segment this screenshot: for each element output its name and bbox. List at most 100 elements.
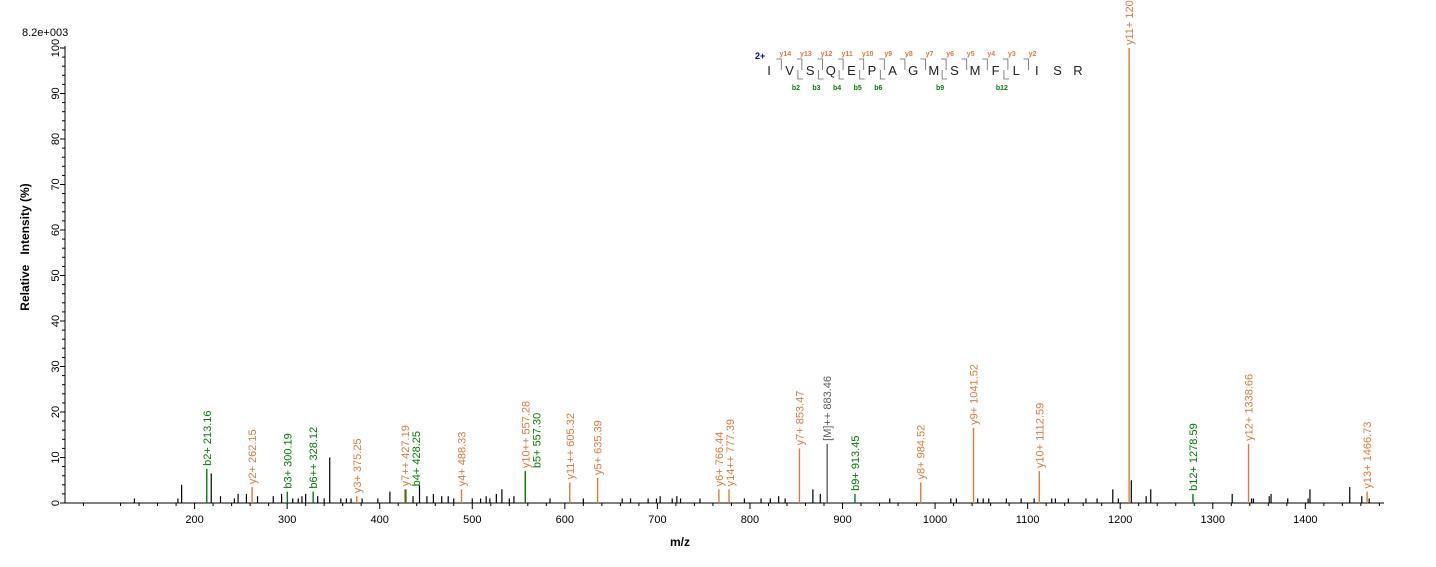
y-ion-label: y14 xyxy=(779,51,791,58)
y-ion-bracket xyxy=(920,58,926,70)
b-ion-label: b12 xyxy=(996,85,1008,92)
peak-label: b6++ 328.12 xyxy=(308,427,320,489)
sequence-residue: S xyxy=(1053,63,1062,78)
x-tick-label: 200 xyxy=(185,514,203,526)
x-tick-label: 800 xyxy=(741,514,759,526)
y-ion-label: y2 xyxy=(1029,51,1037,58)
b-ion-label: b9 xyxy=(936,85,944,92)
y-ion-label: y5 xyxy=(967,51,975,58)
y-ion-bracket xyxy=(776,58,782,70)
sequence-residue: M xyxy=(970,63,981,78)
peak-label: y7+ 853.47 xyxy=(794,391,806,446)
y-tick-label: 80 xyxy=(50,133,62,145)
sequence-residue: G xyxy=(908,63,918,78)
y-ion-bracket xyxy=(858,58,865,70)
y-ion-label: y6 xyxy=(946,51,954,58)
x-tick-label: 1100 xyxy=(1016,514,1040,526)
y-ion-bracket xyxy=(961,58,968,70)
y-ion-label: y10 xyxy=(862,51,874,58)
y-ion-label: y11 xyxy=(841,51,852,58)
peak-label: b9+ 913.45 xyxy=(850,436,862,491)
x-tick-label: 400 xyxy=(371,514,389,526)
x-tick-label: 1000 xyxy=(923,514,947,526)
peak-label: y2+ 262.15 xyxy=(247,429,259,484)
x-tick-label: 500 xyxy=(463,514,481,526)
sequence-residue: Q xyxy=(826,63,836,78)
axes: 0 10 20 30 40 50 60 70 80 90 100 200 300 400 500 600 700… xyxy=(50,39,1384,526)
peak-label: y11++ 605.32 xyxy=(565,413,577,479)
peak-label: y12+ 1338.66 xyxy=(1244,374,1256,441)
peaks xyxy=(133,48,1370,503)
x-tick-label: 1300 xyxy=(1201,514,1225,526)
y-ion-label: y9 xyxy=(884,51,892,58)
y-ion-label: y4 xyxy=(987,51,995,58)
x-tick-label: 600 xyxy=(556,514,574,526)
x-tick-label: 700 xyxy=(648,514,666,526)
y-ion-bracket xyxy=(982,58,988,70)
peak-label: y9+ 1041.52 xyxy=(969,364,981,425)
peak-label: y10+ 1112.59 xyxy=(1034,403,1046,468)
peak-label: y13+ 1466.73 xyxy=(1362,422,1374,489)
y-tick-label: 0 xyxy=(50,500,62,506)
b-ion-bracket xyxy=(941,70,948,80)
b-ion-bracket xyxy=(859,70,865,80)
peak-label: b3+ 300.19 xyxy=(282,433,294,488)
y-tick-label: 10 xyxy=(50,451,62,463)
y-ion-label: y3 xyxy=(1008,51,1016,58)
b-ion-bracket xyxy=(838,70,845,80)
x-tick-label: 300 xyxy=(278,514,296,526)
y-ion-label: y12 xyxy=(821,51,833,58)
peak-label: b4+ 428.25 xyxy=(411,431,423,486)
y-tick-label: 90 xyxy=(50,87,62,99)
sequence-residue: I xyxy=(1035,63,1039,78)
y-tick-label: 20 xyxy=(50,406,62,418)
peak-label: y3+ 375.25 xyxy=(352,438,364,493)
y-tick-label: 60 xyxy=(50,224,62,236)
max-intensity-label: 8.2e+003 xyxy=(22,27,68,39)
sequence-residue: E xyxy=(847,63,856,78)
b-ion-label: b6 xyxy=(874,85,882,92)
peak-label: y11+ 1209.62 xyxy=(1124,0,1136,45)
b-ion-bracket xyxy=(1003,70,1009,80)
b-ion-label: b2 xyxy=(792,85,800,92)
x-tick-label: 900 xyxy=(833,514,851,526)
y-ion-bracket xyxy=(817,58,823,70)
y-ion-label: y7 xyxy=(926,51,934,58)
b-ion-label: b5 xyxy=(854,85,862,92)
y-ion-bracket xyxy=(941,58,947,70)
peak-label: y8+ 984.52 xyxy=(916,425,928,480)
b-ion-bracket xyxy=(797,70,803,80)
sequence-residue: I xyxy=(767,63,771,78)
y-ion-bracket xyxy=(899,58,906,70)
peak-label: y4+ 488.33 xyxy=(456,432,468,487)
peak-label: [M]++ 883.46 xyxy=(822,376,834,441)
peak-label: b12+ 1278.59 xyxy=(1188,423,1200,491)
y-ion-label: y8 xyxy=(905,51,913,58)
sequence-residue: A xyxy=(888,63,897,78)
sequence-residue: R xyxy=(1073,63,1082,78)
y-tick-label: 40 xyxy=(50,315,62,327)
y-ion-bracket xyxy=(796,58,803,70)
y-ion-bracket xyxy=(1002,58,1009,70)
sequence-residue: F xyxy=(992,63,1000,78)
sequence-residue: S xyxy=(950,63,959,78)
b-ion-bracket xyxy=(818,70,824,80)
y-tick-label: 70 xyxy=(50,178,62,190)
x-tick-label: 1200 xyxy=(1108,514,1132,526)
peak-label: b5+ 557.30 xyxy=(531,413,543,468)
b-ion-label: b3 xyxy=(812,85,820,92)
sequence-residue: V xyxy=(785,63,794,78)
peak-labels: b2+ 213.16 y2+ 262.15 b3+ 300.19 b6++ 328.1… xyxy=(202,0,1374,493)
y-tick-label: 50 xyxy=(50,269,62,281)
peak-label: y10++ 557.28 xyxy=(520,401,532,468)
peak-label: y14++ 777.39 xyxy=(725,419,737,486)
x-axis-title: m/z xyxy=(670,535,690,549)
peak-label: y7++ 427.19 xyxy=(400,425,412,486)
y-ion-label: y13 xyxy=(800,51,812,58)
peak-label: y5+ 635.39 xyxy=(593,420,605,475)
sequence-residue: M xyxy=(928,63,939,78)
peak-label: b2+ 213.16 xyxy=(202,411,214,466)
